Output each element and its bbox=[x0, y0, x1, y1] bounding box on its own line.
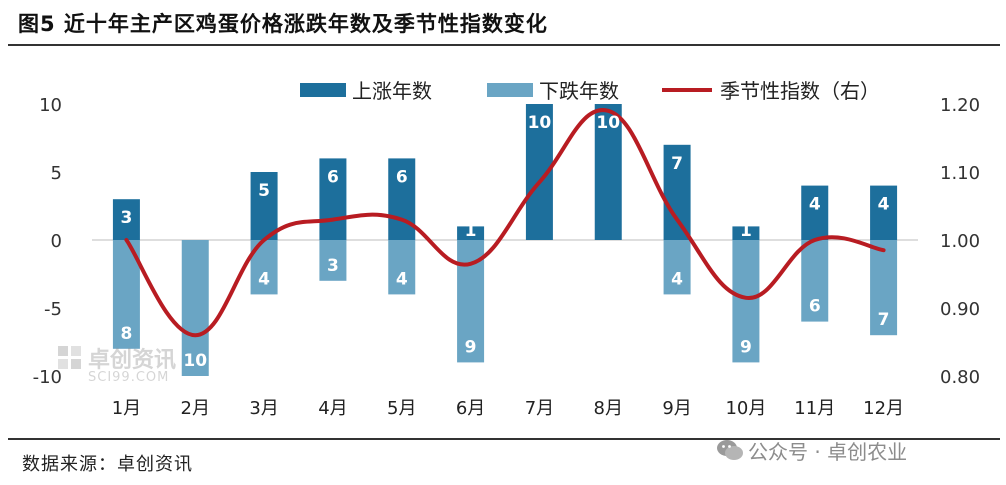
right-axis-tick-label: 1.10 bbox=[940, 163, 980, 184]
down-bar-data-label: 4 bbox=[671, 269, 683, 289]
down-bar-data-label: 9 bbox=[465, 337, 477, 357]
wechat-icon bbox=[717, 440, 743, 460]
watermark-text: 卓创资讯 bbox=[88, 348, 177, 373]
bottom-divider bbox=[8, 438, 1000, 440]
footer-watermark: 公众号 · 卓创农业 bbox=[748, 440, 908, 464]
up-bar bbox=[319, 158, 347, 240]
down-bar bbox=[181, 240, 209, 376]
x-axis-tick-label: 9月 bbox=[662, 398, 691, 419]
down-bar-data-label: 4 bbox=[396, 269, 408, 289]
top-divider bbox=[8, 44, 1000, 46]
up-bar bbox=[801, 185, 829, 240]
up-bar-data-label: 10 bbox=[596, 113, 620, 133]
left-axis-tick-label: 10 bbox=[39, 95, 62, 116]
down-bar-data-label: 4 bbox=[258, 269, 270, 289]
watermark-subtext: SCI99.COM bbox=[88, 370, 170, 385]
up-bar bbox=[388, 158, 416, 240]
up-bar-data-label: 1 bbox=[740, 221, 752, 241]
x-axis-tick-label: 6月 bbox=[456, 398, 485, 419]
up-bar bbox=[457, 226, 485, 240]
legend-label: 下跌年数 bbox=[539, 79, 619, 103]
x-axis-tick-label: 3月 bbox=[249, 398, 278, 419]
right-axis-tick-label: 1.20 bbox=[940, 95, 980, 116]
legend-swatch bbox=[300, 83, 346, 97]
down-bar bbox=[801, 240, 829, 322]
left-axis-tick-label: -10 bbox=[33, 367, 62, 388]
left-axis-tick-label: 5 bbox=[51, 163, 62, 184]
x-axis-tick-label: 4月 bbox=[318, 398, 347, 419]
up-bar-data-label: 1 bbox=[465, 221, 477, 241]
up-bar-data-label: 4 bbox=[878, 195, 890, 215]
x-axis-tick-label: 5月 bbox=[387, 398, 416, 419]
x-axis-tick-label: 1月 bbox=[112, 398, 141, 419]
down-bar bbox=[319, 240, 347, 281]
up-bar bbox=[663, 144, 691, 240]
legend-swatch bbox=[487, 83, 533, 97]
right-axis-tick-label: 0.80 bbox=[940, 367, 980, 388]
up-bar bbox=[250, 172, 278, 240]
up-bar bbox=[870, 185, 898, 240]
x-axis-tick-label: 8月 bbox=[594, 398, 623, 419]
x-axis-tick-label: 10月 bbox=[725, 398, 766, 419]
down-bar-data-label: 10 bbox=[183, 351, 207, 371]
down-bar bbox=[388, 240, 416, 295]
x-axis-tick-label: 11月 bbox=[794, 398, 835, 419]
down-bar-data-label: 3 bbox=[327, 256, 339, 276]
figure-title: 图5 近十年主产区鸡蛋价格涨跌年数及季节性指数变化 bbox=[18, 12, 548, 36]
up-bar-data-label: 10 bbox=[528, 113, 552, 133]
up-bar-data-label: 5 bbox=[258, 181, 270, 201]
legend-label: 上涨年数 bbox=[352, 79, 432, 103]
data-source: 数据来源：卓创资讯 bbox=[22, 454, 193, 475]
right-axis-tick-label: 0.90 bbox=[940, 299, 980, 320]
up-bar-data-label: 6 bbox=[327, 167, 339, 187]
down-bar-data-label: 8 bbox=[120, 324, 132, 344]
chart: 10 5 0 -5 -10 1.20 1.10 1.00 0.90 0.80 3 8 10 5 4 6 3 6 4 1… bbox=[33, 79, 980, 419]
left-axis-tick-label: -5 bbox=[44, 299, 62, 320]
legend: 上涨年数 下跌年数 季节性指数（右） bbox=[300, 79, 880, 103]
down-bar bbox=[870, 240, 898, 336]
up-bar bbox=[732, 226, 760, 240]
left-axis-tick-label: 0 bbox=[51, 231, 62, 252]
x-axis-tick-label: 2月 bbox=[181, 398, 210, 419]
seasonal-index-line bbox=[124, 108, 886, 338]
up-bar-data-label: 7 bbox=[671, 154, 683, 174]
up-bar-data-label: 4 bbox=[809, 195, 821, 215]
up-bar bbox=[112, 199, 140, 240]
down-bar-data-label: 6 bbox=[809, 297, 821, 317]
title-bar: 图5 近十年主产区鸡蛋价格涨跌年数及季节性指数变化 bbox=[0, 0, 1006, 46]
down-bar bbox=[663, 240, 691, 295]
up-bar-data-label: 6 bbox=[396, 167, 408, 187]
down-bar-data-label: 7 bbox=[878, 310, 890, 330]
x-axis-tick-label: 7月 bbox=[525, 398, 554, 419]
x-axis-tick-label: 12月 bbox=[863, 398, 904, 419]
legend-label: 季节性指数（右） bbox=[720, 79, 880, 103]
down-bar-data-label: 9 bbox=[740, 337, 752, 357]
watermark-logo-icon bbox=[58, 346, 81, 369]
up-bar-data-label: 3 bbox=[120, 208, 132, 228]
down-bar bbox=[732, 240, 760, 363]
right-axis-tick-label: 1.00 bbox=[940, 231, 980, 252]
up-bar bbox=[594, 104, 622, 240]
